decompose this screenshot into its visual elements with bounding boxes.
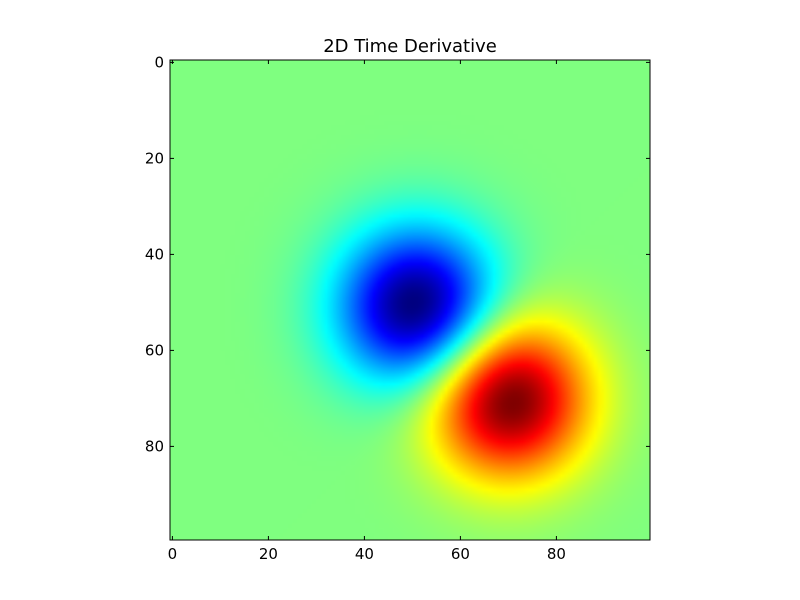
y-tick-label: 40 (145, 245, 164, 263)
x-tick-label: 0 (168, 545, 178, 563)
y-tick-label: 20 (145, 149, 164, 167)
plot-frame (169, 59, 651, 541)
x-axis: 0 20 40 60 80 (168, 60, 566, 563)
chart-title: 2D Time Derivative (323, 36, 497, 57)
y-tick-label: 0 (154, 53, 164, 71)
x-tick-label: 80 (547, 545, 566, 563)
x-tick-label: 40 (355, 545, 374, 563)
y-tick-label: 60 (145, 341, 164, 359)
x-tick-label: 20 (259, 545, 278, 563)
y-axis: 0 20 40 60 80 (145, 53, 650, 455)
heatmap-image (170, 60, 650, 540)
y-tick-label: 80 (145, 437, 164, 455)
heatmap-raster (170, 60, 650, 540)
x-tick-label: 60 (451, 545, 470, 563)
